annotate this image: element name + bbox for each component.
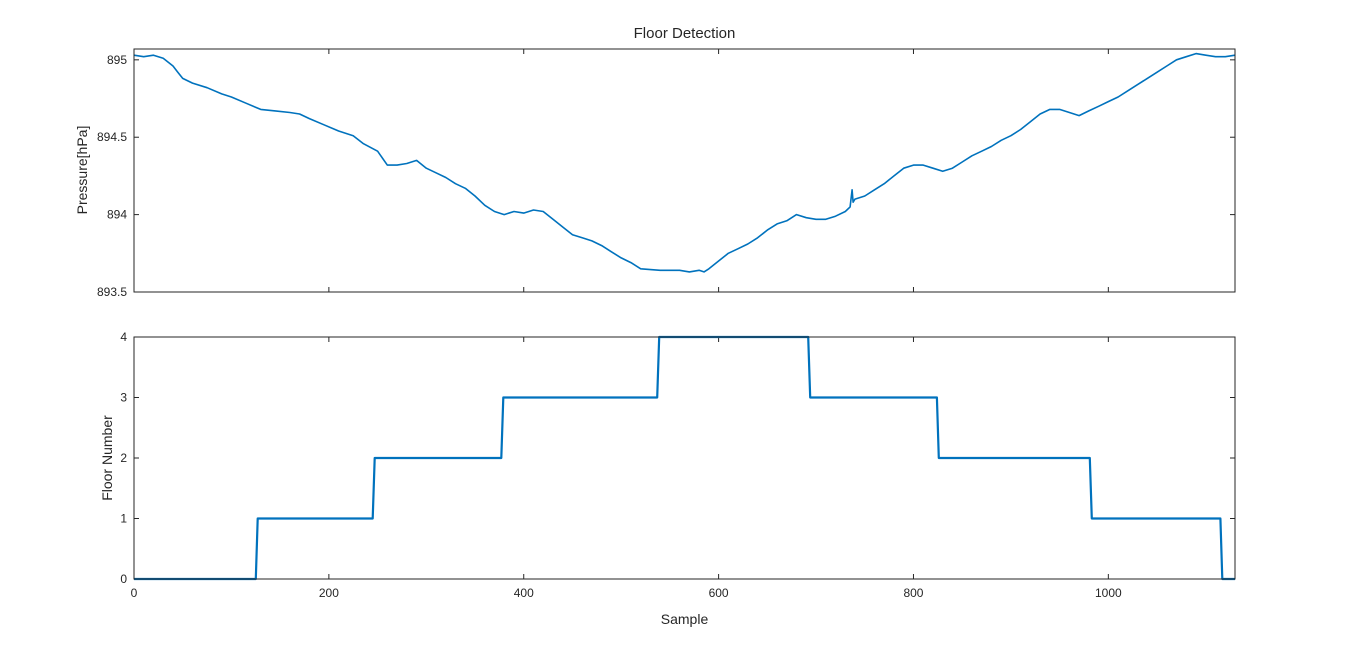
y-tick-label: 2 xyxy=(120,451,127,465)
pressure-line xyxy=(133,52,1236,273)
chart-title: Floor Detection xyxy=(634,25,736,42)
floor-axis-ticks: 0 200 400 600 800 1000 0 1 2 3 4 xyxy=(120,330,1235,600)
floor-axes-box xyxy=(133,336,1236,580)
y-tick-label: 895 xyxy=(107,53,127,67)
pressure-subplot: Floor Detection Pressure[hPa] 893.589489… xyxy=(74,25,1236,299)
x-tick-label: 800 xyxy=(903,586,923,600)
pressure-y-axis-label: Pressure[hPa] xyxy=(74,126,90,215)
x-tick-label: 0 xyxy=(131,586,138,600)
x-tick-label: 600 xyxy=(709,586,729,600)
y-tick-label: 894 xyxy=(107,208,127,222)
x-tick-label: 1000 xyxy=(1095,586,1122,600)
floor-y-axis-label: Floor Number xyxy=(99,415,115,501)
y-tick-label: 4 xyxy=(120,330,127,344)
y-tick-label: 3 xyxy=(120,391,127,405)
pressure-series xyxy=(133,52,1236,273)
y-tick-label: 0 xyxy=(120,572,127,586)
pressure-axis-ticks: 893.5 894 894.5 895 xyxy=(97,49,1235,299)
y-tick-label: 1 xyxy=(120,512,127,526)
pressure-axes-box xyxy=(133,48,1236,293)
y-tick-label: 894.5 xyxy=(97,130,127,144)
floor-subplot: Floor Number Sample 0 200 400 600 800 1000 0 1 2… xyxy=(99,330,1236,627)
sample-x-axis-label: Sample xyxy=(661,611,709,627)
x-tick-label: 200 xyxy=(319,586,339,600)
y-tick-label: 893.5 xyxy=(97,285,127,299)
x-tick-label: 400 xyxy=(514,586,534,600)
